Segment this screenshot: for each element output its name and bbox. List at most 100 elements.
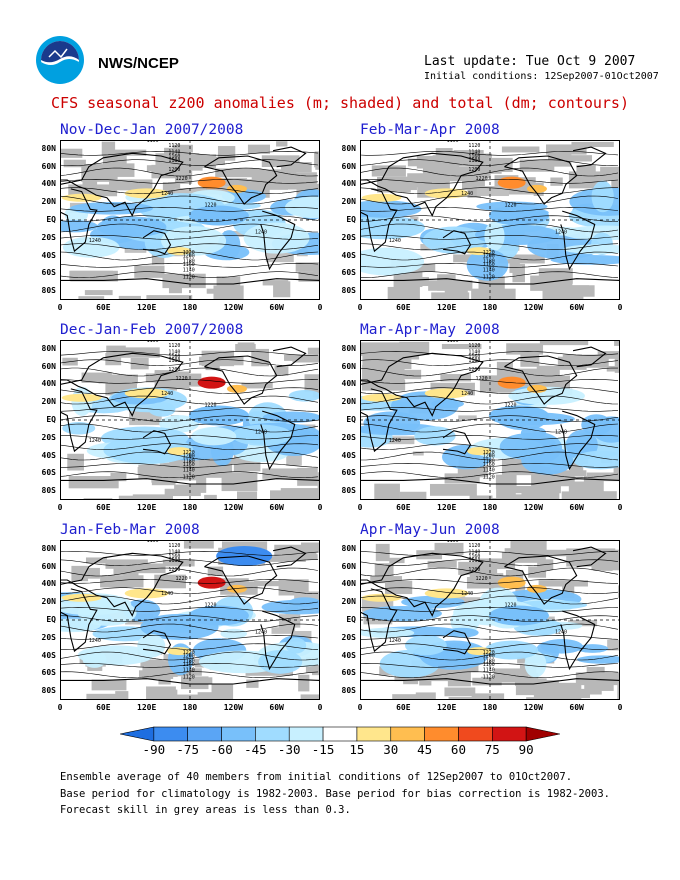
low-skill-area xyxy=(472,677,502,686)
colorbar-swatch xyxy=(153,726,188,742)
low-skill-area xyxy=(427,560,457,568)
lon-tick-label: 120W xyxy=(223,303,243,312)
colorbar-label: -75 xyxy=(176,742,199,757)
coastline xyxy=(272,146,307,168)
low-skill-area xyxy=(471,288,516,300)
lon-tick-label: 60E xyxy=(96,303,111,312)
low-skill-area xyxy=(109,179,153,191)
low-skill-area xyxy=(538,470,587,477)
coastline xyxy=(272,346,307,368)
low-skill-area xyxy=(106,345,126,356)
contour-label: 1140 xyxy=(468,149,480,155)
colorbar-label: -30 xyxy=(277,742,301,757)
lat-tick-label: 80S xyxy=(41,686,56,696)
negative-anomaly xyxy=(563,244,620,255)
contour-label: 1100 xyxy=(147,140,159,144)
low-skill-area xyxy=(211,683,234,700)
contour-line xyxy=(60,451,319,461)
contour-line xyxy=(360,251,619,261)
lon-tick-label: 180 xyxy=(182,703,198,712)
lat-tick-label: 60S xyxy=(41,268,56,278)
negative-anomaly xyxy=(466,249,509,281)
contour-line xyxy=(60,623,319,633)
contour-label: 1160 xyxy=(183,462,195,468)
lat-tick-label: 20S xyxy=(41,232,56,242)
low-skill-area xyxy=(262,468,309,479)
lon-tick-label: 0 xyxy=(57,503,63,512)
contour-line xyxy=(360,406,619,412)
contour-line xyxy=(60,462,319,468)
contour-line xyxy=(360,578,618,584)
low-skill-area xyxy=(304,374,320,393)
low-skill-area xyxy=(457,467,488,478)
contour-label: 1180 xyxy=(183,259,195,265)
low-skill-area xyxy=(79,567,100,579)
positive-anomaly xyxy=(197,176,226,189)
lat-tick-label: 80S xyxy=(341,286,356,296)
contour-line xyxy=(360,187,618,195)
contour-label: 1200 xyxy=(468,367,480,373)
contour-line xyxy=(360,587,619,595)
low-skill-area xyxy=(519,159,555,172)
low-skill-area xyxy=(452,597,485,606)
contour-line xyxy=(360,223,619,233)
contour-label: 1200 xyxy=(168,367,180,373)
low-skill-area xyxy=(81,372,112,383)
contour-line xyxy=(360,634,619,640)
low-skill-area xyxy=(466,577,506,589)
contour-line xyxy=(360,415,619,423)
coastline xyxy=(272,546,307,568)
low-skill-area xyxy=(154,574,186,589)
contour-label: 1240 xyxy=(161,591,173,597)
low-skill-area xyxy=(501,146,540,153)
contour-line xyxy=(60,395,319,405)
contour-label: 1100 xyxy=(447,340,459,344)
low-skill-area xyxy=(448,696,477,700)
positive-anomaly xyxy=(467,447,492,456)
negative-anomaly xyxy=(137,634,166,658)
coastline xyxy=(442,230,472,255)
positive-anomaly xyxy=(197,576,226,589)
contour-label: 1240 xyxy=(461,191,473,197)
low-skill-area xyxy=(480,676,527,683)
contour-line xyxy=(60,634,319,640)
low-skill-area xyxy=(86,693,122,700)
positive-anomaly xyxy=(497,576,526,589)
positive-anomaly xyxy=(526,184,547,193)
colorbar-swatch xyxy=(120,726,155,742)
contour-label: 1100 xyxy=(447,540,459,544)
contour-label: 1220 xyxy=(183,450,195,456)
contour-line xyxy=(360,350,619,356)
contour-line xyxy=(60,662,319,668)
lat-tick-label: 40N xyxy=(41,179,56,189)
colorbar-swatch xyxy=(525,726,560,742)
low-skill-area xyxy=(101,141,116,157)
colorbar-swatch xyxy=(187,726,222,742)
contour-line xyxy=(360,215,619,223)
low-skill-area xyxy=(284,354,320,361)
low-skill-area xyxy=(124,247,147,253)
contour-label: 1180 xyxy=(183,459,195,465)
low-skill-area xyxy=(85,557,107,564)
forecast-map: 1100112011401160118012001220124012401240… xyxy=(360,540,620,700)
contour-label: 1200 xyxy=(468,567,480,573)
low-skill-area xyxy=(399,369,422,380)
low-skill-area xyxy=(615,461,620,479)
low-skill-area xyxy=(571,141,614,148)
contour-line xyxy=(360,387,619,395)
contour-line xyxy=(60,251,319,261)
low-skill-area xyxy=(506,343,544,355)
contour-label: 1220 xyxy=(204,403,216,409)
low-skill-area xyxy=(298,674,310,692)
low-skill-area xyxy=(281,162,294,173)
lon-tick-label: 120E xyxy=(437,303,457,312)
positive-anomaly xyxy=(167,647,192,656)
forecast-map: 1100112011401160118012001220124012401240… xyxy=(60,140,320,300)
lon-tick-label: 120W xyxy=(523,703,543,712)
lat-tick-label: 20N xyxy=(341,597,356,607)
negative-anomaly xyxy=(220,628,247,639)
lon-tick-label: 60E xyxy=(396,703,411,712)
low-skill-area xyxy=(138,464,169,479)
contour-label: 1220 xyxy=(476,176,488,182)
low-skill-area xyxy=(199,356,244,366)
